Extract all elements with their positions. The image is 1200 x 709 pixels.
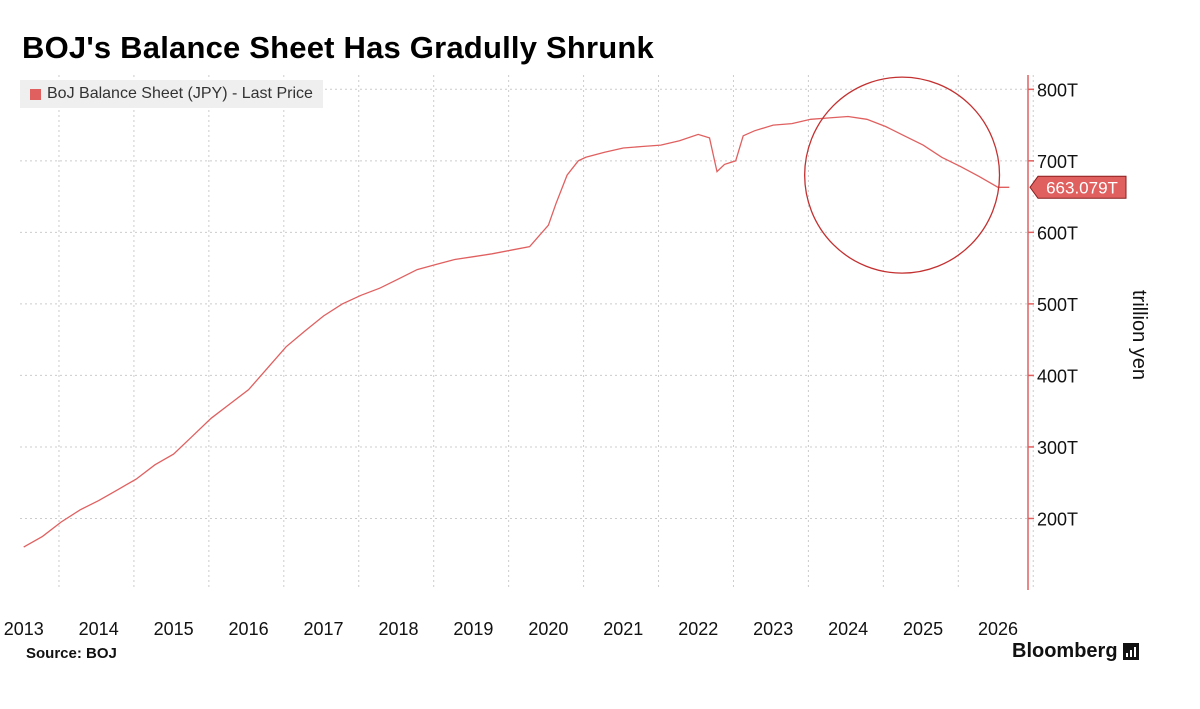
x-tick-label: 2025 [903,619,943,639]
series-layer [23,115,1010,548]
highlight-circle [804,76,1001,274]
y-tick-label: 200T [1037,509,1078,529]
x-tick-label: 2023 [753,619,793,639]
annotation-layer [804,76,1001,274]
last-value-badge: 663.079T [1029,175,1127,199]
x-tick-label: 2020 [528,619,568,639]
brand-name: Bloomberg [1012,640,1118,662]
x-tick-label: 2021 [603,619,643,639]
source-note: Source: BOJ [26,645,117,662]
chart-title: BOJ's Balance Sheet Has Gradully Shrunk [22,30,654,65]
x-tick-label: 2016 [229,619,269,639]
last-value-box [1029,175,1127,199]
y-axis: 200T 300T 400T 500T 600T 700T 800T 663.079T [1027,75,1127,590]
y-axis-label: trillion yen [1128,290,1150,380]
bloomberg-terminal-icon [1122,643,1139,660]
last-value-label: 663.079T [1046,178,1118,197]
x-tick-label: 2018 [378,619,418,639]
y-tick-label: 400T [1037,366,1078,386]
y-tick-label: 700T [1037,152,1078,172]
x-tick-label: 2014 [79,619,119,639]
x-tick-label: 2024 [828,619,868,639]
bloomberg-logo: Bloomberg [1012,640,1139,663]
y-tick-label: 500T [1037,295,1078,315]
x-axis: 2013 2014 2015 2016 2017 2018 2019 2020 2021 2022… [4,619,1018,639]
y-tick-label: 800T [1037,80,1078,100]
series-line [23,115,1010,548]
legend-swatch [30,88,41,100]
y-tick-label: 600T [1037,223,1078,243]
grid-layer [20,75,1034,590]
y-tick-label: 300T [1037,438,1078,458]
legend: BoJ Balance Sheet (JPY) - Last Price [20,80,323,108]
x-tick-label: 2026 [978,619,1018,639]
x-tick-label: 2015 [154,619,194,639]
legend-label: BoJ Balance Sheet (JPY) - Last Price [47,85,313,102]
x-tick-label: 2017 [304,619,344,639]
x-tick-label: 2019 [453,619,493,639]
x-tick-label: 2013 [4,619,44,639]
x-tick-label: 2022 [678,619,718,639]
